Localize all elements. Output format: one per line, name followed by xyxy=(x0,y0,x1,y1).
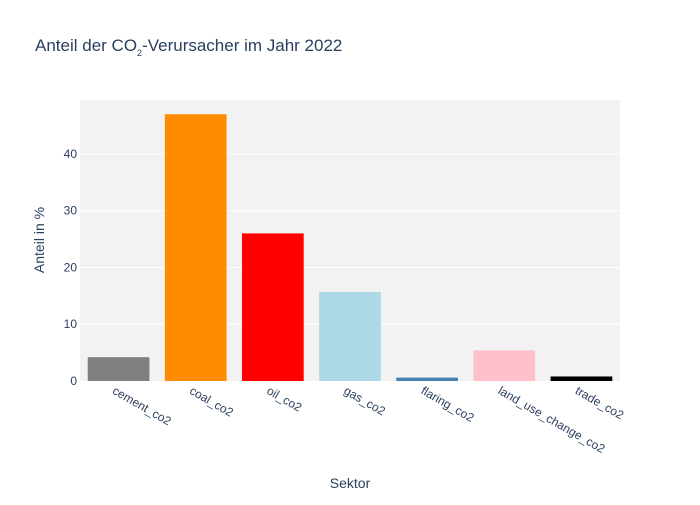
y-tick-label: 20 xyxy=(64,260,78,274)
x-tick-label-flaring_co2: flaring_co2 xyxy=(419,383,477,425)
chart-title-suffix: -Verursacher im Jahr 2022 xyxy=(142,36,342,55)
bar-flaring_co2[interactable] xyxy=(396,377,458,381)
y-tick-label: 30 xyxy=(64,204,78,218)
x-tick-label-trade_co2: trade_co2 xyxy=(573,383,627,422)
y-tick-label: 10 xyxy=(64,317,78,331)
chart-title-prefix: Anteil der CO xyxy=(35,36,137,55)
y-tick-labels: 0 10 20 30 40 xyxy=(64,147,78,388)
chart-title: Anteil der CO2-Verursacher im Jahr 2022 xyxy=(35,36,342,58)
bar-gas_co2[interactable] xyxy=(319,291,381,381)
x-tick-label-coal_co2: coal_co2 xyxy=(187,383,236,419)
y-tick-label: 0 xyxy=(70,374,77,388)
bar-cement_co2[interactable] xyxy=(87,357,150,381)
y-axis-title: Anteil in % xyxy=(31,207,47,273)
x-tick-label-oil_co2: oil_co2 xyxy=(264,383,304,414)
chart-title-subscript: 2 xyxy=(137,48,142,58)
x-tick-label-gas_co2: gas_co2 xyxy=(342,383,389,418)
bar-land_use_change_co2[interactable] xyxy=(473,350,536,381)
bar-trade_co2[interactable] xyxy=(550,376,613,381)
bars xyxy=(87,114,613,381)
bar-oil_co2[interactable] xyxy=(242,233,304,381)
x-axis-title: Sektor xyxy=(330,475,371,491)
x-tick-label-cement_co2: cement_co2 xyxy=(110,383,174,428)
bar-coal_co2[interactable] xyxy=(164,114,227,381)
y-tick-label: 40 xyxy=(64,147,78,161)
x-tick-labels: cement_co2 coal_co2 oil_co2 gas_co2 flaring_… xyxy=(110,383,626,456)
